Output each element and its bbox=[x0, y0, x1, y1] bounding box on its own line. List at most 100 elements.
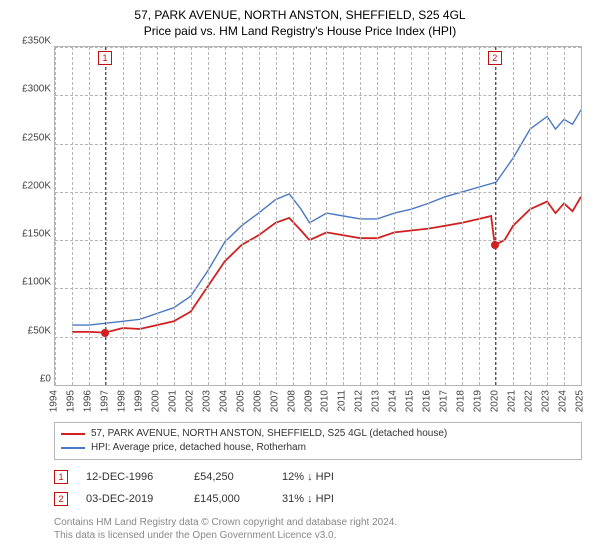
event-date: 03-DEC-2019 bbox=[86, 493, 176, 505]
line-series-svg bbox=[55, 47, 581, 385]
y-tick-label: £300K bbox=[11, 84, 51, 95]
v-gridline bbox=[428, 47, 429, 385]
x-tick-label: 2019 bbox=[473, 390, 484, 412]
event-diff: 12% ↓ HPI bbox=[282, 471, 392, 483]
x-tick-label: 2013 bbox=[371, 390, 382, 412]
v-gridline bbox=[208, 47, 209, 385]
x-tick-label: 2024 bbox=[558, 390, 569, 412]
v-gridline bbox=[394, 47, 395, 385]
x-tick-label: 1997 bbox=[99, 390, 110, 412]
v-gridline bbox=[140, 47, 141, 385]
event-dot bbox=[491, 241, 499, 249]
event-marker-box: 2 bbox=[488, 51, 502, 65]
x-tick-label: 2006 bbox=[252, 390, 263, 412]
footer: Contains HM Land Registry data © Crown c… bbox=[54, 516, 582, 542]
v-gridline bbox=[72, 47, 73, 385]
v-gridline bbox=[293, 47, 294, 385]
x-tick-label: 2023 bbox=[541, 390, 552, 412]
event-date: 12-DEC-1996 bbox=[86, 471, 176, 483]
v-gridline bbox=[377, 47, 378, 385]
event-price: £145,000 bbox=[194, 493, 264, 505]
v-gridline bbox=[564, 47, 565, 385]
x-tick-label: 1999 bbox=[133, 390, 144, 412]
x-tick-label: 2022 bbox=[524, 390, 535, 412]
h-gridline bbox=[55, 192, 581, 193]
y-tick-label: £250K bbox=[11, 132, 51, 143]
x-tick-label: 2011 bbox=[337, 390, 348, 412]
event-diff: 31% ↓ HPI bbox=[282, 493, 392, 505]
v-gridline bbox=[55, 47, 56, 385]
chart-title: 57, PARK AVENUE, NORTH ANSTON, SHEFFIELD… bbox=[14, 8, 586, 22]
v-gridline bbox=[242, 47, 243, 385]
v-gridline bbox=[547, 47, 548, 385]
x-axis: 1994199519961997199819992000200120022003… bbox=[54, 386, 582, 422]
chart-container: 57, PARK AVENUE, NORTH ANSTON, SHEFFIELD… bbox=[0, 0, 600, 560]
y-tick-label: £100K bbox=[11, 277, 51, 288]
x-tick-label: 2014 bbox=[388, 390, 399, 412]
v-gridline bbox=[530, 47, 531, 385]
y-tick-label: £50K bbox=[11, 325, 51, 336]
v-gridline bbox=[123, 47, 124, 385]
x-tick-label: 2016 bbox=[422, 390, 433, 412]
legend-swatch bbox=[61, 447, 85, 449]
x-tick-label: 1994 bbox=[49, 390, 60, 412]
x-tick-label: 2002 bbox=[184, 390, 195, 412]
event-marker-box: 1 bbox=[98, 51, 112, 65]
v-gridline bbox=[496, 47, 497, 385]
event-row: 2 03-DEC-2019 £145,000 31% ↓ HPI bbox=[54, 488, 582, 510]
h-gridline bbox=[55, 95, 581, 96]
v-gridline bbox=[157, 47, 158, 385]
x-tick-label: 2004 bbox=[218, 390, 229, 412]
v-gridline bbox=[513, 47, 514, 385]
h-gridline bbox=[55, 47, 581, 48]
y-tick-label: £150K bbox=[11, 229, 51, 240]
event-row: 1 12-DEC-1996 £54,250 12% ↓ HPI bbox=[54, 466, 582, 488]
x-tick-label: 2020 bbox=[490, 390, 501, 412]
v-gridline bbox=[360, 47, 361, 385]
x-tick-label: 2018 bbox=[456, 390, 467, 412]
x-tick-label: 2010 bbox=[320, 390, 331, 412]
v-gridline bbox=[581, 47, 582, 385]
footer-line: This data is licensed under the Open Gov… bbox=[54, 529, 582, 542]
v-gridline bbox=[479, 47, 480, 385]
legend: 57, PARK AVENUE, NORTH ANSTON, SHEFFIELD… bbox=[54, 422, 582, 460]
legend-label: HPI: Average price, detached house, Roth… bbox=[91, 441, 306, 455]
x-tick-label: 2005 bbox=[235, 390, 246, 412]
legend-item: 57, PARK AVENUE, NORTH ANSTON, SHEFFIELD… bbox=[61, 427, 575, 441]
h-gridline bbox=[55, 144, 581, 145]
y-axis: £0£50K£100K£150K£200K£250K£300K£350K bbox=[11, 41, 55, 379]
legend-item: HPI: Average price, detached house, Roth… bbox=[61, 441, 575, 455]
v-gridline bbox=[89, 47, 90, 385]
h-gridline bbox=[55, 337, 581, 338]
v-gridline bbox=[310, 47, 311, 385]
event-marker-icon: 2 bbox=[54, 492, 68, 506]
x-tick-label: 2025 bbox=[575, 390, 586, 412]
x-tick-label: 2007 bbox=[269, 390, 280, 412]
v-gridline bbox=[225, 47, 226, 385]
plot-area: £0£50K£100K£150K£200K£250K£300K£350K 12 bbox=[54, 46, 582, 386]
y-tick-label: £0 bbox=[11, 374, 51, 385]
x-tick-label: 1996 bbox=[82, 390, 93, 412]
x-tick-label: 1995 bbox=[65, 390, 76, 412]
v-gridline bbox=[326, 47, 327, 385]
x-tick-label: 1998 bbox=[116, 390, 127, 412]
chart-subtitle: Price paid vs. HM Land Registry's House … bbox=[14, 24, 586, 38]
v-gridline bbox=[462, 47, 463, 385]
v-gridline bbox=[174, 47, 175, 385]
v-gridline bbox=[445, 47, 446, 385]
x-tick-label: 2003 bbox=[201, 390, 212, 412]
h-gridline bbox=[55, 288, 581, 289]
y-tick-label: £350K bbox=[11, 36, 51, 47]
x-tick-label: 2012 bbox=[354, 390, 365, 412]
v-gridline bbox=[259, 47, 260, 385]
v-gridline bbox=[276, 47, 277, 385]
footer-line: Contains HM Land Registry data © Crown c… bbox=[54, 516, 582, 529]
legend-label: 57, PARK AVENUE, NORTH ANSTON, SHEFFIELD… bbox=[91, 427, 447, 441]
legend-swatch bbox=[61, 433, 85, 435]
v-gridline bbox=[411, 47, 412, 385]
v-gridline bbox=[191, 47, 192, 385]
x-tick-label: 2008 bbox=[286, 390, 297, 412]
h-gridline bbox=[55, 240, 581, 241]
x-tick-label: 2000 bbox=[150, 390, 161, 412]
event-marker-icon: 1 bbox=[54, 470, 68, 484]
